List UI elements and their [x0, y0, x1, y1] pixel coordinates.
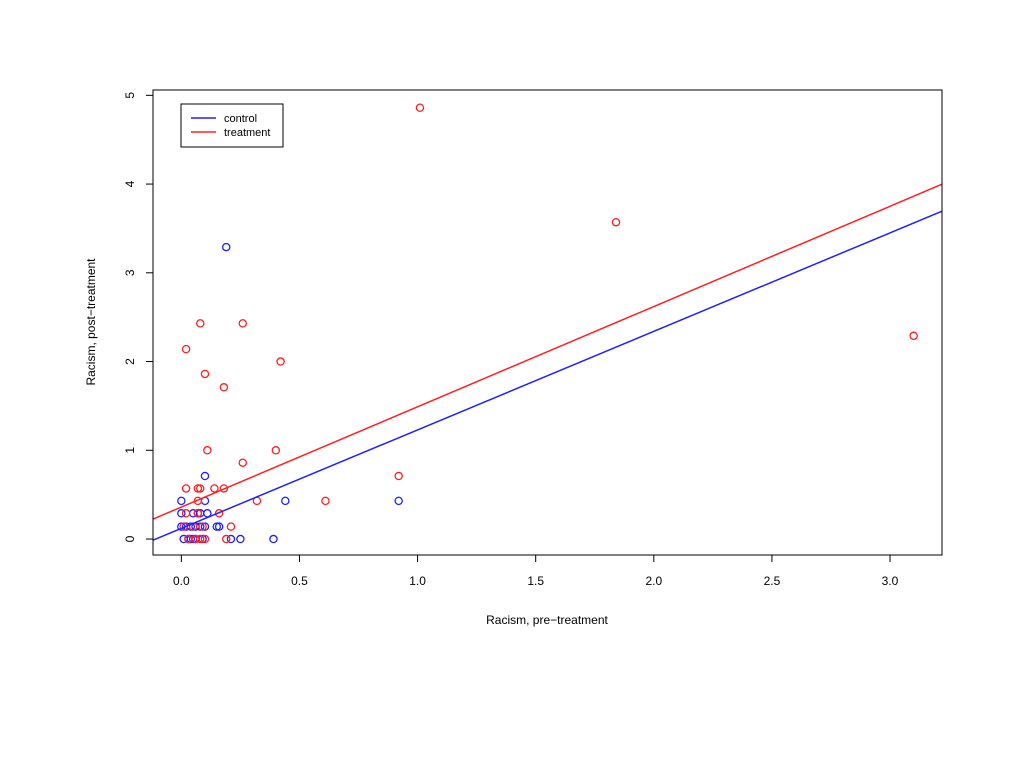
treatment-fit-line: [153, 183, 942, 520]
legend-treatment-label: treatment: [224, 127, 270, 139]
marks-layer: [153, 103, 942, 544]
control-point: [221, 242, 231, 252]
control-point: [177, 496, 186, 506]
treatment-point: [219, 383, 229, 392]
control-point: [200, 522, 210, 531]
control-point: [212, 522, 222, 531]
treatment-point: [271, 446, 281, 455]
x-tick-label: 0.5: [291, 574, 308, 588]
y-tick-label: 0: [123, 535, 137, 542]
treatment-point: [181, 509, 191, 518]
control-point: [177, 509, 186, 518]
y-tick-label: 5: [123, 92, 137, 99]
x-tick-label: 2.0: [645, 574, 662, 588]
x-tick-label: 1.0: [409, 574, 426, 588]
treatment-point: [219, 484, 229, 493]
control-point: [281, 496, 290, 506]
legend-control-label: control: [224, 113, 257, 125]
x-tick-label: 2.5: [764, 574, 781, 588]
treatment-point: [238, 319, 248, 328]
x-tick-label: 3.0: [882, 574, 899, 588]
treatment-point: [276, 357, 285, 366]
treatment-point: [394, 471, 403, 481]
treatment-point: [210, 484, 219, 493]
legend: control treatment: [180, 103, 284, 148]
y-tick-label: 3: [123, 269, 137, 276]
y-tick-label: 2: [123, 358, 137, 365]
control-point: [394, 496, 403, 506]
treatment-point: [238, 458, 248, 467]
legend-box: [180, 103, 284, 148]
control-point: [226, 534, 236, 544]
treatment-point: [193, 484, 203, 493]
x-axis-label: Racism, pre−treatment: [486, 613, 608, 627]
x-tick-label: 1.5: [527, 574, 544, 588]
control-point: [186, 534, 196, 544]
treatment-point: [181, 344, 191, 354]
treatment-point: [200, 369, 210, 379]
control-point: [195, 509, 205, 518]
control-point: [214, 522, 224, 531]
control-point: [269, 534, 278, 544]
treatment-point: [193, 509, 203, 518]
control-point: [200, 471, 210, 481]
treatment-point: [214, 509, 224, 518]
treatment-point: [198, 522, 207, 531]
treatment-point: [195, 319, 205, 328]
y-tick-label: 4: [123, 180, 137, 187]
treatment-point: [195, 484, 205, 493]
treatment-point: [191, 534, 200, 544]
treatment-point: [226, 522, 236, 531]
control-fit-line: [153, 210, 942, 541]
treatment-point: [415, 103, 425, 112]
treatment-point: [203, 446, 212, 455]
y-axis-label: Racism, post−treatment: [84, 258, 98, 386]
treatment-point: [221, 534, 231, 544]
plot-area: [153, 103, 942, 544]
treatment-point: [321, 496, 330, 506]
treatment-point: [909, 331, 918, 341]
treatment-point: [200, 534, 210, 544]
x-axis: 0.0 0.5 1.0 1.5 2.0 2.5 3.0: [173, 554, 899, 588]
control-point: [236, 534, 245, 544]
y-tick-label: 1: [123, 447, 137, 454]
x-tick-label: 0.0: [173, 574, 190, 588]
treatment-point: [195, 534, 205, 544]
y-axis: 0 1 2 3 4 5: [123, 92, 154, 542]
treatment-point: [181, 484, 191, 493]
treatment-point: [611, 217, 621, 227]
